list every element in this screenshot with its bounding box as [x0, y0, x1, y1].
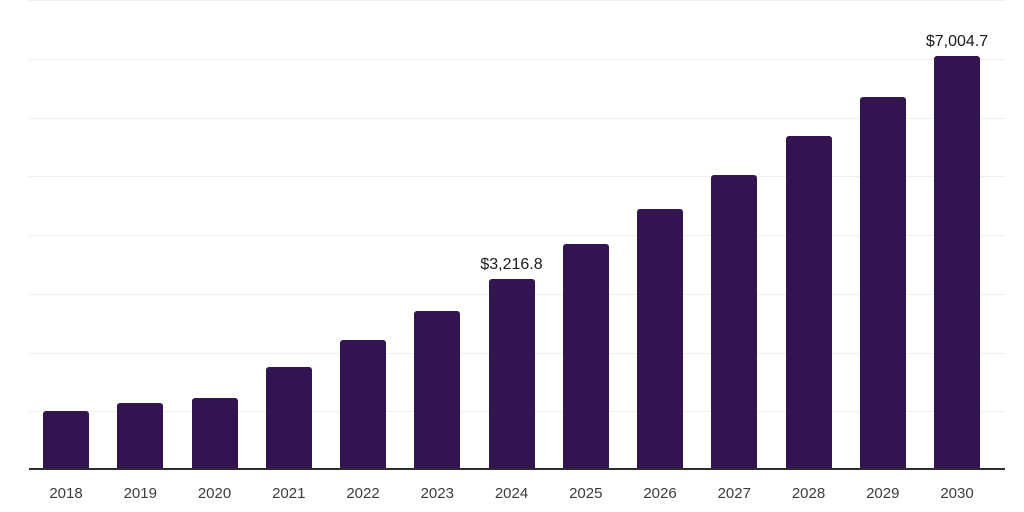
x-tick-2019: 2019 — [123, 485, 157, 502]
gridline — [29, 0, 1005, 1]
bar-2027 — [711, 174, 758, 468]
x-tick-2027: 2027 — [717, 485, 751, 502]
x-tick-2020: 2020 — [197, 485, 232, 502]
bar-2020 — [191, 397, 238, 468]
x-tick-2025: 2025 — [569, 485, 603, 502]
gridline — [29, 176, 1005, 178]
x-tick-2018: 2018 — [49, 485, 83, 502]
bar-2030 — [934, 56, 980, 468]
bar-2018 — [43, 410, 89, 468]
bar-2022 — [340, 339, 386, 468]
value-label-2024: $3,216.8 — [480, 256, 543, 274]
bar-2019 — [117, 403, 164, 468]
x-tick-2022: 2022 — [346, 485, 380, 502]
bar-2025 — [562, 244, 609, 468]
bar-2024 — [488, 279, 535, 468]
x-axis: 2018 2019 2020 2021 2022 2023 2024 2025 2026 2027… — [29, 483, 1005, 505]
x-tick-2021: 2021 — [272, 485, 306, 502]
bar-2028 — [785, 135, 832, 468]
x-tick-2030: 2030 — [940, 485, 974, 502]
x-tick-2028: 2028 — [791, 485, 826, 502]
x-tick-2029: 2029 — [866, 485, 900, 502]
gridline — [29, 235, 1005, 236]
bar-2021 — [265, 367, 312, 468]
x-tick-2024: 2024 — [494, 485, 529, 502]
gridline — [29, 117, 1005, 119]
plot-area: $3,216.8 $7,004.7 — [29, 0, 1005, 470]
bar-2026 — [637, 209, 683, 468]
bar-2023 — [414, 310, 461, 468]
bar-2029 — [859, 97, 906, 468]
x-tick-2023: 2023 — [420, 485, 454, 502]
gridline — [29, 58, 1005, 60]
value-label-2030: $7,004.7 — [925, 33, 989, 51]
x-tick-2026: 2026 — [643, 485, 677, 502]
